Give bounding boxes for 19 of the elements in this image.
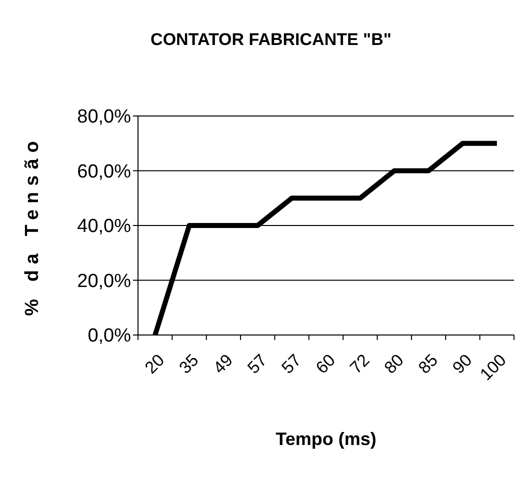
y-tick-label: 40,0% — [77, 216, 132, 238]
x-tick-label: 100 — [476, 350, 510, 384]
y-tick-label: 20,0% — [77, 270, 132, 292]
x-tick-label: 80 — [380, 350, 408, 378]
y-tick-label: 80,0% — [77, 106, 132, 128]
x-axis-title: Tempo (ms) — [276, 429, 376, 449]
chart-title: CONTATOR FABRICANTE "B" — [150, 30, 392, 49]
y-axis-title: % da Tensão — [22, 135, 43, 316]
x-tick-label: 35 — [175, 350, 202, 378]
x-tick-label: 60 — [312, 350, 340, 378]
x-tick-label: 90 — [448, 350, 476, 378]
x-tick-label: 20 — [141, 350, 168, 378]
x-tick-label: 72 — [346, 350, 374, 378]
y-tick-label: 0,0% — [88, 326, 132, 347]
x-tick-label: 49 — [210, 350, 236, 378]
x-tick-label: 85 — [414, 350, 442, 378]
y-tick-label: 60,0% — [77, 161, 132, 182]
x-tick-label: 57 — [244, 350, 271, 378]
x-tick-label: 57 — [278, 350, 305, 378]
